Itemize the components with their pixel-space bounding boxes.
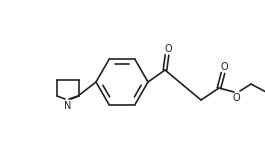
- Text: O: O: [232, 93, 240, 103]
- Text: N: N: [64, 101, 72, 111]
- Text: O: O: [164, 44, 172, 54]
- Text: O: O: [220, 62, 228, 72]
